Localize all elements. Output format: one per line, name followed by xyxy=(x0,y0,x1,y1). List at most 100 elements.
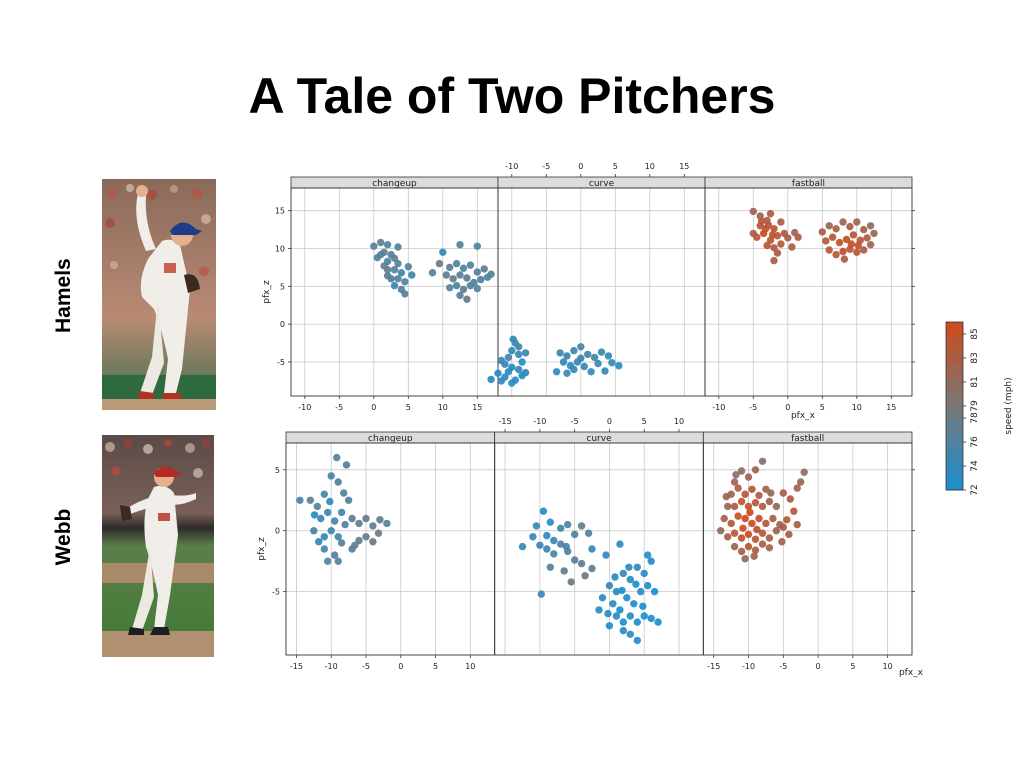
hamels-point-fastball xyxy=(768,231,777,239)
hamels-point-curve xyxy=(521,349,530,357)
hamels-point-changeup xyxy=(373,253,381,262)
webb-point-curve xyxy=(639,602,647,610)
hamels-point-fastball xyxy=(849,231,858,239)
hamels-point-changeup xyxy=(466,281,475,290)
webb-point-curve xyxy=(564,520,572,529)
webb-point-fastball xyxy=(737,497,746,506)
webb-point-fastball xyxy=(765,497,774,506)
webb-point-curve xyxy=(623,594,631,602)
hamels-point-changeup xyxy=(408,271,416,279)
webb-point-changeup xyxy=(315,538,323,546)
webb-point-changeup xyxy=(376,516,384,524)
webb-point-fastball xyxy=(785,530,793,539)
webb-point-curve xyxy=(637,587,645,596)
hamels-point-changeup xyxy=(394,243,402,251)
hamels-ytick-label: -5 xyxy=(277,358,285,367)
webb-point-changeup xyxy=(320,545,328,553)
webb-point-curve xyxy=(577,559,586,568)
hamels-point-curve xyxy=(570,365,578,374)
hamels-point-changeup xyxy=(473,268,481,276)
hamels-point-changeup xyxy=(387,275,395,283)
webb-point-curve xyxy=(644,551,652,559)
webb-point-changeup xyxy=(331,517,339,525)
webb-xtick-label: 10 xyxy=(883,662,893,671)
webb-point-changeup xyxy=(334,478,342,486)
speed-key-tick-label: 81 xyxy=(970,376,980,387)
hamels-point-changeup xyxy=(459,264,468,272)
webb-point-fastball xyxy=(750,552,758,560)
hamels-point-changeup xyxy=(456,291,464,300)
webb-point-curve xyxy=(557,524,565,532)
webb-point-fastball xyxy=(751,466,760,474)
webb-xtick-label: -10 xyxy=(742,662,755,671)
hamels-point-fastball xyxy=(832,225,840,233)
webb-point-fastball xyxy=(765,534,774,542)
webb-xtick-label: -10 xyxy=(325,662,338,671)
webb-point-fastball xyxy=(751,499,760,507)
webb-xtick-label: -5 xyxy=(779,662,787,671)
webb-xtick-label: -15 xyxy=(707,662,720,671)
hamels-point-curve xyxy=(573,358,582,366)
webb-point-changeup xyxy=(340,489,348,497)
webb-point-changeup xyxy=(324,508,332,517)
webb-point-changeup xyxy=(310,511,319,519)
hamels-point-curve xyxy=(508,379,516,387)
webb-point-fastball xyxy=(737,467,746,475)
hamels-xtick-label: -10 xyxy=(298,403,311,412)
webb-panel-frame-changeup xyxy=(285,442,496,656)
webb-point-fastball xyxy=(753,525,761,534)
hamels-point-curve xyxy=(601,367,609,375)
hamels-point-curve xyxy=(509,335,517,343)
webb-point-changeup xyxy=(327,527,335,535)
webb-point-fastball xyxy=(790,507,798,515)
hamels-panel-frame-curve xyxy=(497,187,706,397)
hamels-xtick-label: -5 xyxy=(335,403,343,412)
hamels-point-changeup xyxy=(401,278,409,286)
webb-point-fastball xyxy=(744,502,753,511)
webb-point-fastball xyxy=(755,491,763,500)
hamels-point-changeup xyxy=(459,285,468,294)
hamels-point-changeup xyxy=(377,238,385,247)
hamels-xtick-label: 0 xyxy=(578,162,583,171)
speed-key-swatch xyxy=(946,476,963,491)
hamels-panel-frame-changeup xyxy=(290,187,499,397)
webb-point-fastball xyxy=(737,547,746,556)
hamels-point-changeup xyxy=(442,271,450,279)
webb-xtick-label: 10 xyxy=(674,417,684,426)
webb-ytick-label: 0 xyxy=(275,527,280,536)
webb-point-curve xyxy=(618,586,626,595)
webb-point-fastball xyxy=(758,540,767,548)
webb-point-fastball xyxy=(758,529,767,537)
hamels-point-curve xyxy=(559,358,568,366)
webb-point-curve xyxy=(532,522,541,530)
webb-point-changeup xyxy=(337,508,346,517)
speed-key-swatch xyxy=(946,406,963,421)
webb-point-curve xyxy=(625,563,633,571)
hamels-point-curve xyxy=(515,343,523,351)
hamels-point-fastball xyxy=(763,241,771,250)
hamels-yaxis-label: pfx_z xyxy=(262,280,272,304)
webb-point-fastball xyxy=(720,514,728,523)
hamels-point-curve xyxy=(504,368,513,376)
hamels-xtick-label: 15 xyxy=(472,403,482,412)
hamels-point-curve xyxy=(556,349,564,357)
hamels-point-fastball xyxy=(777,240,785,248)
webb-point-changeup xyxy=(334,557,342,565)
webb-point-curve xyxy=(550,536,558,545)
hamels-point-changeup xyxy=(370,242,378,250)
webb-point-curve xyxy=(626,575,634,584)
webb-point-changeup xyxy=(320,533,328,541)
webb-point-curve xyxy=(604,609,612,618)
hamels-point-fastball xyxy=(777,218,785,226)
speed-key-tick-label: 85 xyxy=(970,328,980,339)
webb-point-fastball xyxy=(734,484,742,492)
webb-point-changeup xyxy=(326,497,334,506)
webb-point-curve xyxy=(588,545,596,553)
hamels-point-fastball xyxy=(773,249,782,257)
hamels-photo xyxy=(102,179,216,410)
webb-point-fastball xyxy=(800,468,808,476)
hamels-point-changeup xyxy=(456,271,464,279)
hamels-point-fastball xyxy=(847,240,855,248)
hamels-point-changeup xyxy=(446,263,454,272)
